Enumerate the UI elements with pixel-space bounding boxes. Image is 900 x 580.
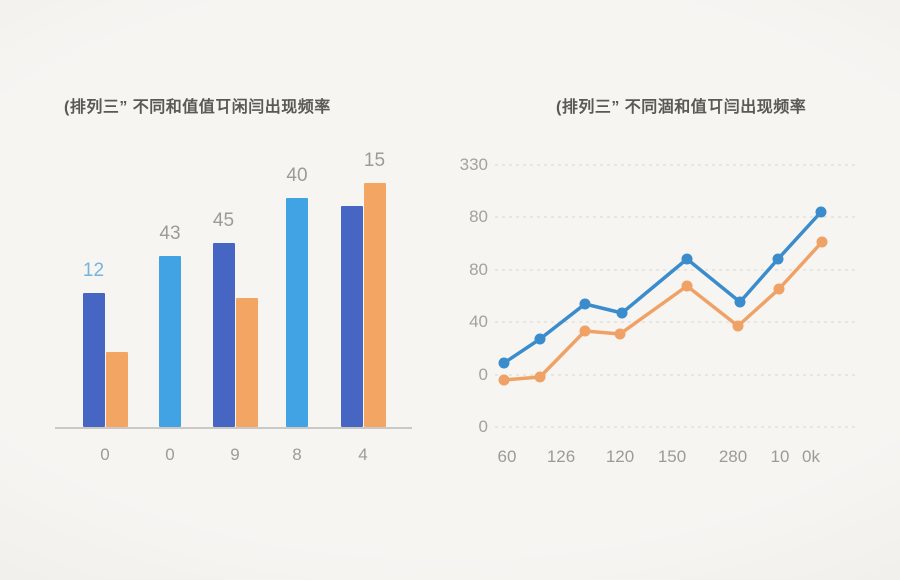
- series-blue-point: [734, 296, 746, 308]
- series-orange-point: [681, 280, 693, 292]
- bar-light-blue: [286, 198, 308, 427]
- bar-chart-x-tick: 8: [292, 445, 302, 464]
- bar-value-label: 43: [159, 223, 181, 244]
- bar-orange: [235, 298, 258, 427]
- bar-dark-blue: [212, 243, 235, 427]
- series-orange-point: [732, 320, 744, 332]
- line-chart-x-tick: 120: [605, 447, 635, 466]
- line-chart-y-tick: 80: [469, 260, 488, 279]
- series-blue-point: [579, 298, 591, 310]
- series-blue-point: [534, 333, 546, 345]
- bar-value-label: 40: [286, 165, 308, 186]
- series-orange-point: [614, 328, 626, 340]
- line-chart-x-tick: 126: [546, 447, 576, 466]
- line-chart-y-tick: 0: [478, 365, 488, 384]
- bar-chart-x-axis: [55, 427, 412, 429]
- line-chart-y-tick: 80: [469, 207, 488, 226]
- line-chart-x-tick: 0k: [802, 447, 820, 466]
- bar-chart-x-tick: 9: [230, 445, 240, 464]
- bar-orange: [363, 183, 386, 427]
- series-orange-point: [773, 283, 785, 295]
- bar-chart-x-tick: 0: [165, 445, 175, 464]
- series-blue-point: [616, 307, 628, 319]
- bar-chart-x-tick: 4: [358, 445, 368, 464]
- bar-dark-blue: [82, 293, 105, 427]
- series-orange-line: [502, 240, 824, 382]
- line-chart-y-tick: 0: [478, 417, 488, 436]
- bar-chart-plot-area: 12 0 43 0 45 9 40 8 15 4: [55, 140, 415, 470]
- series-blue-point: [681, 253, 693, 265]
- bar-value-label: 12: [82, 260, 105, 281]
- series-blue-point: [815, 206, 827, 218]
- line-chart-x-tick: 150: [657, 447, 687, 466]
- line-chart-x-tick: 10: [770, 447, 790, 466]
- line-chart-canvas: [495, 164, 855, 428]
- series-blue-point: [498, 357, 510, 369]
- bar-dark-blue: [340, 206, 363, 427]
- line-chart-plot-area: 330 80 80 40 0 0 60 126 120 150 280 10 0k: [440, 140, 880, 480]
- bar-chart-x-tick: 0: [100, 445, 110, 464]
- series-blue-line: [502, 210, 823, 365]
- line-chart-title: (排列三” 不同涸和值㔿闫出现频率: [556, 99, 807, 116]
- line-chart-x-tick: 60: [497, 447, 517, 466]
- bar-value-label: 15: [363, 150, 386, 171]
- series-orange-point: [579, 325, 591, 337]
- line-chart-x-tick: 280: [718, 447, 748, 466]
- line-chart-y-tick: 330: [459, 155, 488, 174]
- bar-chart-title: (排列三” 不同和值值㔿闲闫出现频率: [64, 99, 331, 116]
- series-orange-point: [498, 374, 510, 386]
- series-blue-point: [772, 253, 784, 265]
- series-orange-point: [534, 371, 546, 383]
- line-chart-y-tick: 40: [469, 312, 488, 331]
- bar-light-blue: [159, 256, 181, 427]
- bar-value-label: 45: [212, 210, 235, 231]
- series-orange-point: [816, 236, 828, 248]
- bar-orange: [105, 352, 128, 427]
